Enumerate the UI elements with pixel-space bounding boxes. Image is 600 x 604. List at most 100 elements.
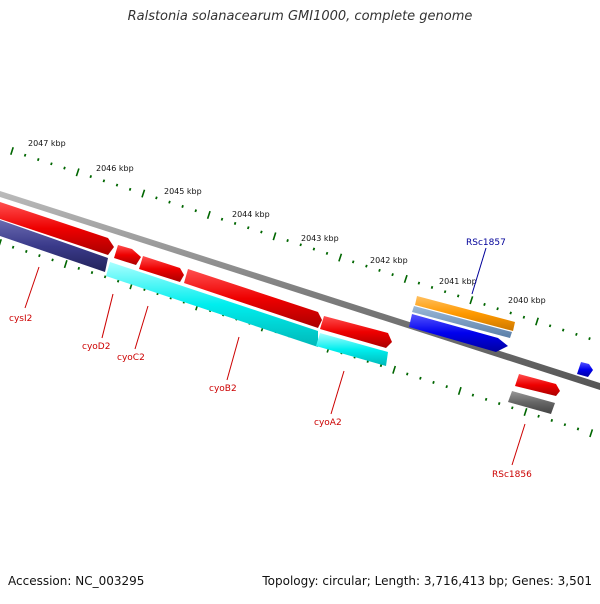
- scale-minor-tick: [286, 239, 289, 243]
- scale-minor-tick: [90, 271, 94, 275]
- scale-minor-tick: [312, 247, 316, 251]
- gene-feature-cysI2-reverse[interactable]: [0, 220, 108, 272]
- scale-label: 2047 kbp: [28, 139, 66, 148]
- scale-major-tick: [523, 407, 528, 417]
- gene-feature-cyoC2-forward[interactable]: [139, 256, 184, 282]
- scale-label: 2040 kbp: [508, 296, 546, 305]
- scale-minor-tick: [194, 209, 198, 213]
- scale-minor-tick: [23, 153, 27, 157]
- scale-major-tick: [206, 210, 211, 220]
- gene-label-cysI2[interactable]: cysI2: [9, 314, 32, 324]
- scale-minor-tick: [51, 258, 54, 262]
- scale-label: 2041 kbp: [439, 277, 477, 286]
- scale-minor-tick: [168, 200, 171, 204]
- gene-label-cyoB2[interactable]: cyoB2: [209, 384, 237, 394]
- scale-major-tick: [75, 168, 80, 177]
- scale-minor-tick: [550, 418, 554, 422]
- scale-minor-tick: [432, 380, 435, 384]
- scale-minor-tick: [406, 372, 409, 376]
- scale-ticks-outer: [10, 146, 591, 341]
- scale-minor-tick: [471, 393, 475, 397]
- scale-major-tick: [338, 253, 343, 262]
- scale-minor-tick: [103, 275, 107, 279]
- scale-minor-tick: [233, 221, 237, 225]
- scale-label: 2046 kbp: [96, 164, 134, 173]
- scale-minor-tick: [11, 245, 15, 249]
- scale-minor-tick: [419, 376, 422, 380]
- gene-label-rsc1857[interactable]: RSc1857: [466, 238, 506, 248]
- gene-feature-cyoB2-reverse[interactable]: [106, 262, 318, 347]
- gene-label-rsc1856[interactable]: RSc1856: [492, 470, 532, 480]
- label-leader-cyoC2: [134, 305, 149, 350]
- scale-major-tick: [469, 296, 474, 305]
- scale-minor-tick: [128, 187, 132, 191]
- scale-major-tick: [272, 232, 277, 241]
- label-leader-cyoB2: [226, 336, 240, 381]
- gene-feature-cyoB2-forward[interactable]: [184, 269, 322, 328]
- gene-feature-small-blue[interactable]: [577, 362, 593, 377]
- gene-feature-cyoA2-forward[interactable]: [320, 316, 392, 348]
- scale-major-tick: [403, 274, 408, 283]
- scale-minor-tick: [379, 364, 383, 368]
- scale-ticks-inner: [0, 238, 594, 438]
- gene-feature-rsc1857-blue[interactable]: [409, 314, 508, 352]
- scale-minor-tick: [260, 230, 263, 234]
- scale-minor-tick: [102, 179, 106, 183]
- scale-minor-tick: [299, 243, 302, 247]
- scale-minor-tick: [588, 337, 591, 341]
- accession-text: Accession: NC_003295: [8, 574, 145, 588]
- gene-feature-cyoD2-forward[interactable]: [114, 245, 141, 265]
- scale-minor-tick: [220, 217, 224, 221]
- scale-minor-tick: [36, 157, 40, 162]
- scale-major-tick: [0, 238, 2, 246]
- gene-feature-cyoA2-reverse[interactable]: [316, 333, 388, 366]
- scale-minor-tick: [155, 196, 158, 200]
- gene-feature-rsc1856-gray[interactable]: [508, 391, 555, 414]
- scale-minor-tick: [575, 332, 578, 336]
- scale-minor-tick: [576, 427, 580, 431]
- scale-minor-tick: [89, 174, 93, 179]
- scale-minor-tick: [63, 166, 66, 170]
- scale-label: 2044 kbp: [232, 210, 270, 219]
- scale-minor-tick: [561, 328, 565, 332]
- scale-minor-tick: [351, 260, 355, 264]
- scale-minor-tick: [497, 402, 501, 406]
- scale-label: 2042 kbp: [370, 256, 408, 265]
- scale-minor-tick: [365, 264, 368, 268]
- genome-backbone: [0, 191, 600, 390]
- scale-major-tick: [535, 317, 539, 326]
- scale-label: 2043 kbp: [301, 234, 339, 243]
- scale-minor-tick: [563, 423, 567, 427]
- scale-minor-tick: [496, 307, 499, 311]
- gene-label-cyoC2[interactable]: cyoC2: [117, 353, 145, 363]
- scale-minor-tick: [511, 406, 514, 410]
- label-leader-rsc1856: [511, 423, 526, 466]
- gene-feature-cysI2-forward[interactable]: [0, 202, 114, 255]
- scale-minor-tick: [456, 294, 460, 298]
- label-leader-rsc1857: [471, 247, 487, 295]
- scale-major-tick: [457, 386, 462, 395]
- map-title: Ralstonia solanacearum GMI1000, complete…: [127, 9, 473, 24]
- scale-minor-tick: [378, 268, 381, 272]
- scale-minor-tick: [443, 290, 447, 294]
- gene-feature-rsc1857-orange[interactable]: [415, 296, 515, 331]
- scale-major-tick: [392, 365, 397, 374]
- scale-minor-tick: [537, 414, 540, 418]
- scale-minor-tick: [548, 324, 552, 328]
- label-leader-cyoD2: [101, 293, 114, 339]
- scale-major-tick: [63, 260, 68, 269]
- scale-minor-tick: [509, 311, 512, 315]
- scale-minor-tick: [77, 266, 81, 270]
- gene-label-cyoD2[interactable]: cyoD2: [82, 342, 110, 352]
- scale-major-tick: [10, 146, 14, 156]
- scale-major-tick: [589, 429, 594, 438]
- gene-feature-rsc1857-steel[interactable]: [412, 306, 512, 338]
- scale-minor-tick: [325, 251, 329, 255]
- label-leader-cysI2: [24, 266, 40, 309]
- scale-minor-tick: [181, 204, 184, 208]
- gene-label-cyoA2[interactable]: cyoA2: [314, 418, 342, 428]
- scale-minor-tick: [483, 302, 486, 306]
- scale-minor-tick: [115, 183, 119, 187]
- gene-feature-rsc1856-red[interactable]: [515, 374, 560, 396]
